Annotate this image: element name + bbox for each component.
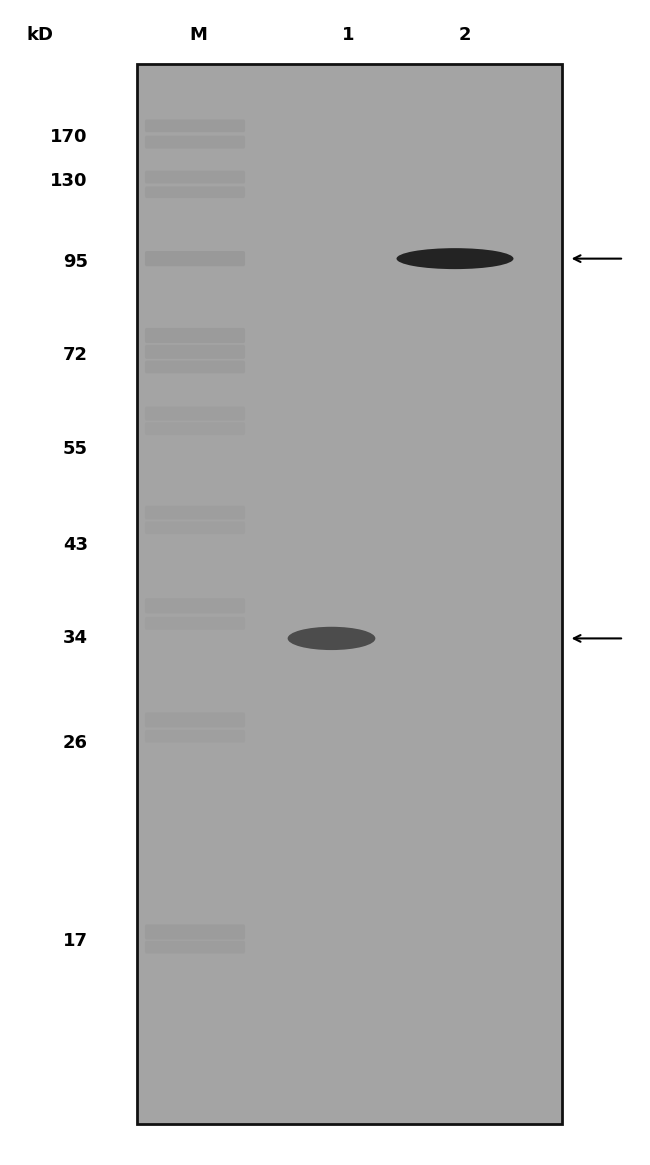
Ellipse shape — [396, 248, 514, 269]
Text: 72: 72 — [63, 346, 88, 365]
FancyBboxPatch shape — [145, 186, 245, 198]
FancyBboxPatch shape — [145, 729, 245, 743]
Text: 2: 2 — [458, 26, 471, 44]
Text: kD: kD — [26, 26, 53, 44]
Text: 34: 34 — [63, 629, 88, 648]
Text: 95: 95 — [63, 253, 88, 271]
FancyBboxPatch shape — [145, 345, 245, 359]
FancyBboxPatch shape — [145, 506, 245, 520]
Bar — [136, 64, 562, 1124]
Text: 26: 26 — [63, 734, 88, 753]
Text: 43: 43 — [63, 536, 88, 555]
FancyBboxPatch shape — [145, 360, 245, 373]
FancyBboxPatch shape — [145, 522, 245, 534]
FancyBboxPatch shape — [145, 925, 245, 939]
FancyBboxPatch shape — [145, 422, 245, 435]
FancyBboxPatch shape — [145, 329, 245, 343]
FancyBboxPatch shape — [145, 407, 245, 421]
FancyBboxPatch shape — [145, 599, 245, 614]
Ellipse shape — [287, 627, 376, 650]
FancyBboxPatch shape — [145, 119, 245, 133]
FancyBboxPatch shape — [145, 712, 245, 727]
Text: M: M — [189, 26, 207, 44]
FancyBboxPatch shape — [145, 171, 245, 183]
Text: 55: 55 — [63, 439, 88, 458]
Text: 170: 170 — [50, 128, 88, 147]
Text: 130: 130 — [50, 171, 88, 190]
FancyBboxPatch shape — [145, 250, 245, 266]
Text: 17: 17 — [63, 932, 88, 951]
Text: 1: 1 — [341, 26, 354, 44]
FancyBboxPatch shape — [145, 617, 245, 629]
FancyBboxPatch shape — [145, 940, 245, 953]
FancyBboxPatch shape — [145, 135, 245, 148]
